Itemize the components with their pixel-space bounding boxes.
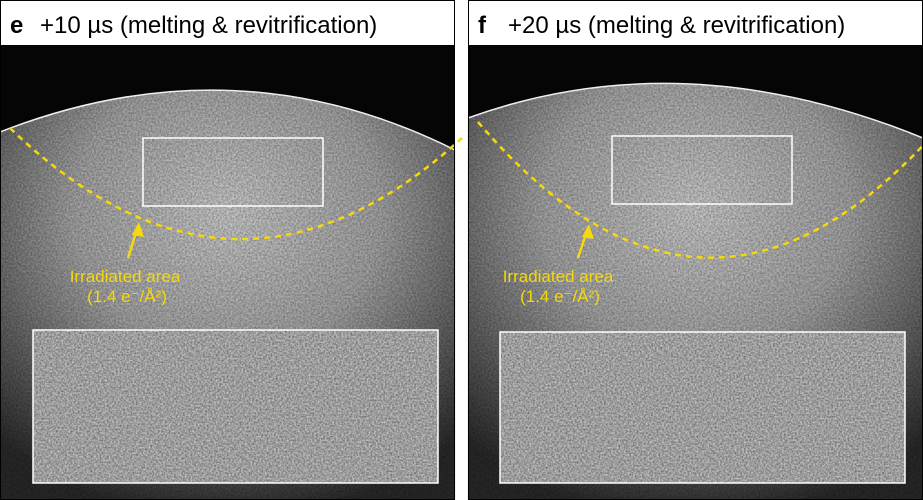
panel-title: +10 µs (melting & revitrification) (40, 12, 377, 39)
panel: Irradiated area(1.4 e⁻/Å²) e +10 µs (melti… (0, 1, 462, 500)
inset-texture (33, 330, 438, 483)
annotation: Irradiated area (503, 267, 614, 286)
panel-title: +20 µs (melting & revitrification) (508, 12, 845, 39)
dose: (1.4 e⁻/Å²) (520, 287, 600, 306)
panel-label: e (10, 12, 23, 39)
inset-texture (500, 332, 905, 483)
page: Irradiated area(1.4 e⁻/Å²)e+10 µs (melti… (0, 0, 923, 500)
panel-label: f (478, 12, 487, 39)
figure: Irradiated area(1.4 e⁻/Å²)e+10 µs (melti… (0, 0, 923, 500)
annotation: Irradiated area (70, 267, 181, 286)
dose: (1.4 e⁻/Å²) (87, 287, 167, 306)
panel: Irradiated area(1.4 e⁻/Å²) f +20 µs (melti… (468, 1, 923, 500)
